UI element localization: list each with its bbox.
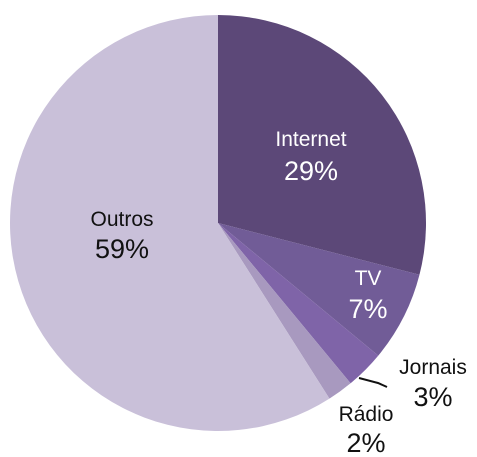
slice-label-name: Jornais (399, 356, 467, 379)
slice-label-value: 59% (95, 234, 149, 264)
pie-slice-tv (218, 223, 420, 356)
pie-slice-internet (218, 15, 427, 275)
slice-label-name: Internet (275, 128, 346, 151)
slice-label-value: 2% (346, 428, 385, 457)
slice-label-value: 29% (284, 156, 338, 186)
leader-line-jornais (358, 377, 388, 388)
pie-slices (9, 15, 427, 431)
slice-label-name: Outros (90, 208, 153, 231)
slice-label-value: 7% (348, 294, 387, 324)
pie-slice-jornais (218, 223, 379, 384)
pie-slice-outros (9, 15, 330, 431)
slice-label-name: Rádio (339, 403, 394, 426)
leader-lines (358, 377, 388, 388)
pie-slice-r-dio (218, 223, 351, 399)
slice-label-name: TV (355, 267, 382, 290)
slice-label-value: 3% (413, 382, 452, 412)
